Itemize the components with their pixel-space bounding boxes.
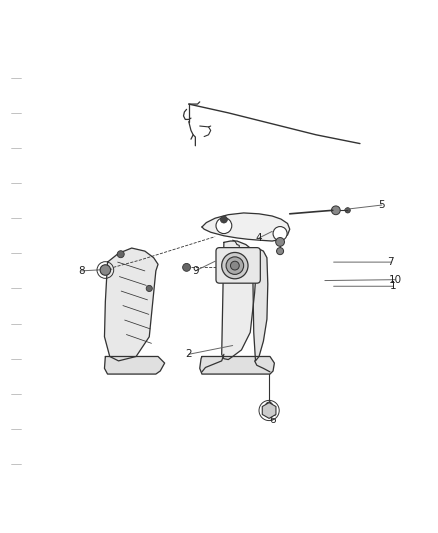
Circle shape: [117, 251, 124, 258]
Text: 6: 6: [268, 415, 275, 425]
Circle shape: [272, 227, 286, 240]
Circle shape: [221, 253, 247, 279]
Circle shape: [331, 206, 339, 215]
Polygon shape: [199, 357, 274, 374]
Circle shape: [230, 261, 239, 270]
Circle shape: [275, 238, 284, 246]
Polygon shape: [252, 249, 267, 361]
Circle shape: [265, 402, 272, 409]
Circle shape: [276, 248, 283, 255]
Circle shape: [146, 285, 152, 292]
Circle shape: [182, 263, 190, 271]
Circle shape: [215, 218, 231, 233]
Text: 10: 10: [388, 274, 401, 285]
Polygon shape: [104, 357, 164, 374]
Text: 7: 7: [386, 257, 393, 267]
Text: 2: 2: [185, 349, 192, 359]
Circle shape: [344, 208, 350, 213]
FancyBboxPatch shape: [215, 248, 260, 283]
Text: 4: 4: [255, 233, 262, 243]
Text: 9: 9: [191, 266, 198, 276]
Circle shape: [100, 265, 110, 275]
Polygon shape: [104, 248, 158, 361]
Text: 8: 8: [78, 266, 85, 276]
Circle shape: [220, 216, 227, 223]
Polygon shape: [201, 213, 289, 241]
Polygon shape: [221, 241, 256, 360]
Text: 5: 5: [378, 200, 385, 210]
Text: 1: 1: [389, 281, 396, 291]
Circle shape: [226, 257, 243, 274]
